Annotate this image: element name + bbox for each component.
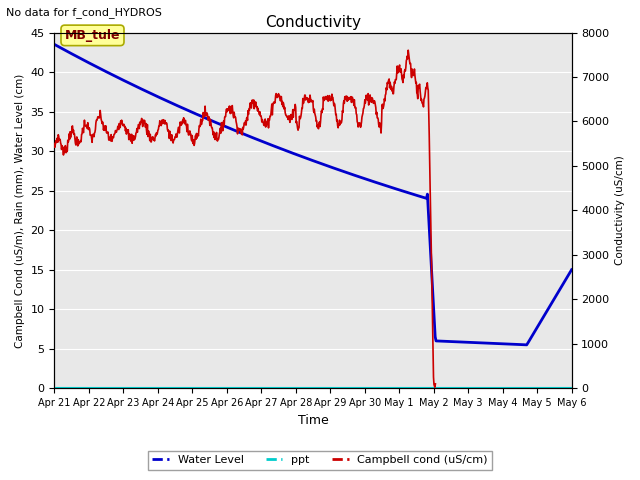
Y-axis label: Conductivity (uS/cm): Conductivity (uS/cm) xyxy=(615,156,625,265)
Y-axis label: Campbell Cond (uS/m), Rain (mm), Water Level (cm): Campbell Cond (uS/m), Rain (mm), Water L… xyxy=(15,73,25,348)
Legend: Water Level, ppt, Campbell cond (uS/cm): Water Level, ppt, Campbell cond (uS/cm) xyxy=(148,451,492,469)
X-axis label: Time: Time xyxy=(298,414,328,427)
Text: No data for f_cond_HYDROS: No data for f_cond_HYDROS xyxy=(6,7,163,18)
Title: Conductivity: Conductivity xyxy=(265,15,361,30)
Text: MB_tule: MB_tule xyxy=(65,29,120,42)
